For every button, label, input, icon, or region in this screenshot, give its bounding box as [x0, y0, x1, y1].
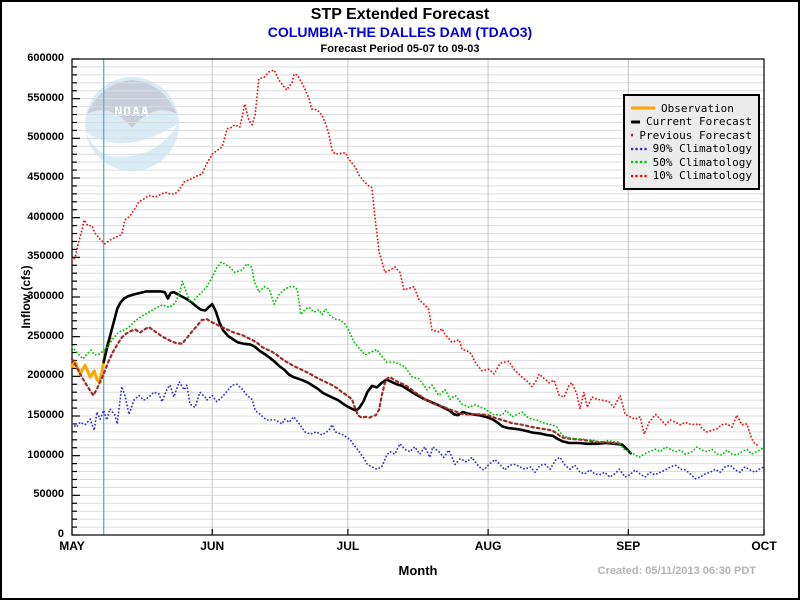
y-tick-label: 50000	[33, 488, 64, 501]
legend-item-previous-forecast: Previous Forecast	[631, 128, 752, 142]
x-tick-label-aug: AUG	[474, 539, 502, 553]
x-tick-label-jul: JUL	[336, 539, 360, 553]
legend-label: 50% Climatology	[652, 155, 752, 169]
x-tick-label-jun: JUN	[200, 539, 225, 553]
series-90-climatology	[71, 380, 765, 480]
series-current-forecast	[102, 290, 632, 455]
legend-label: 90% Climatology	[652, 142, 752, 156]
series-previous-forecast	[70, 318, 624, 445]
legend-item-90-climatology: 90% Climatology	[631, 142, 752, 156]
legend-label: Current Forecast	[646, 115, 752, 129]
legend-label: 10% Climatology	[652, 169, 752, 183]
gridlines	[72, 59, 764, 535]
legend-swatch	[631, 174, 647, 178]
series-10-climatology	[71, 69, 759, 447]
legend: Observation Current Forecast Previous Fore…	[623, 94, 760, 190]
y-tick-label: 450000	[27, 171, 64, 183]
y-tick-label: 150000	[27, 409, 64, 421]
page-title: STP Extended Forecast	[310, 6, 490, 23]
y-tick-label: 0	[57, 528, 64, 540]
y-tick-label: 400000	[27, 210, 64, 223]
x-axis-label: Month	[398, 563, 438, 578]
legend-item-10-climatology: 10% Climatology	[631, 169, 752, 183]
legend-item-current-forecast: Current Forecast	[631, 115, 752, 129]
series-50-climatology	[71, 261, 765, 459]
y-tick-label: 300000	[27, 290, 64, 302]
created-timestamp: Created: 05/11/2013 06:30 PDT	[597, 565, 756, 577]
legend-swatch	[631, 120, 641, 124]
legend-item-50-climatology: 50% Climatology	[631, 155, 752, 169]
x-tick-label-sep: SEP	[616, 539, 641, 553]
forecast-period: Forecast Period 05-07 to 09-03	[320, 43, 480, 55]
legend-swatch	[631, 106, 655, 110]
legend-item-observation: Observation	[631, 101, 752, 115]
legend-swatch	[631, 133, 634, 137]
y-tick-label: 250000	[27, 329, 64, 342]
legend-label: Observation	[661, 101, 734, 115]
legend-label: Previous Forecast	[639, 128, 752, 142]
x-tick-label-may: MAY	[59, 539, 85, 553]
legend-swatch	[631, 161, 647, 164]
legend-swatch	[631, 147, 647, 151]
y-tick-label: 600000	[27, 52, 64, 64]
y-tick-label: 200000	[27, 369, 64, 382]
x-tick-label-oct: OCT	[751, 539, 777, 553]
noaa-logo-watermark: NOAA	[85, 77, 179, 171]
axis-ticks	[71, 58, 765, 536]
y-tick-label: 550000	[27, 91, 64, 104]
y-tick-label: 500000	[27, 131, 64, 144]
svg-text:NOAA: NOAA	[114, 105, 149, 120]
y-tick-label: 100000	[27, 448, 64, 461]
y-tick-label: 350000	[27, 250, 64, 263]
station-subtitle: COLUMBIA-THE DALLES DAM (TDAO3)	[267, 24, 533, 40]
